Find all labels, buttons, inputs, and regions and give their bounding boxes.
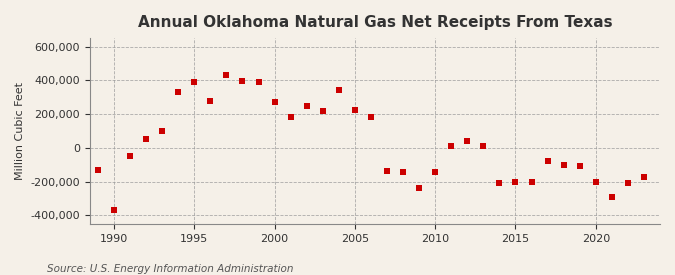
Point [542,159,553,164]
Point [109,208,119,213]
Point [333,88,344,93]
Point [526,180,537,185]
Point [269,100,280,104]
Point [92,167,103,172]
Point [494,181,505,185]
Point [253,80,264,84]
Point [140,136,151,141]
Point [606,195,617,199]
Point [366,114,377,119]
Point [622,181,633,185]
Point [478,144,489,148]
Point [189,80,200,84]
Point [381,169,392,174]
Point [398,170,408,175]
Point [414,186,425,191]
Point [574,163,585,168]
Point [510,180,521,185]
Point [301,104,312,109]
Point [157,129,167,133]
Point [639,174,649,179]
Point [221,73,232,78]
Point [446,144,456,148]
Point [350,108,360,112]
Point [286,115,296,120]
Point [125,154,136,158]
Point [462,139,472,143]
Point [558,163,569,167]
Point [430,170,441,175]
Point [317,109,328,113]
Text: Source: U.S. Energy Information Administration: Source: U.S. Energy Information Administ… [47,264,294,274]
Point [205,99,216,104]
Point [591,180,601,185]
Y-axis label: Million Cubic Feet: Million Cubic Feet [15,82,25,180]
Title: Annual Oklahoma Natural Gas Net Receipts From Texas: Annual Oklahoma Natural Gas Net Receipts… [138,15,612,30]
Point [237,79,248,83]
Point [173,90,184,94]
